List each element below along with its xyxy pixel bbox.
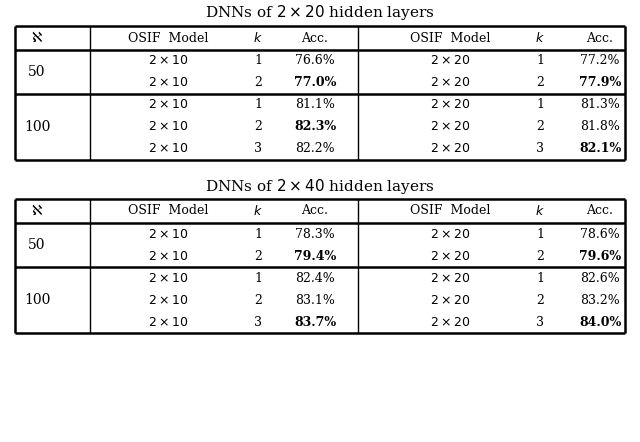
Text: 1: 1 bbox=[536, 54, 544, 68]
Text: 50: 50 bbox=[28, 65, 45, 79]
Text: 3: 3 bbox=[254, 142, 262, 156]
Text: $2 \times 20$: $2 \times 20$ bbox=[430, 54, 470, 68]
Text: OSIF  Model: OSIF Model bbox=[128, 205, 208, 217]
Text: 3: 3 bbox=[536, 142, 544, 156]
Text: 1: 1 bbox=[536, 228, 544, 240]
Text: DNNs of $2 \times 40$ hidden layers: DNNs of $2 \times 40$ hidden layers bbox=[205, 176, 435, 195]
Text: 77.9%: 77.9% bbox=[579, 76, 621, 89]
Text: 1: 1 bbox=[254, 99, 262, 111]
Text: 82.2%: 82.2% bbox=[295, 142, 335, 156]
Text: 2: 2 bbox=[536, 293, 544, 306]
Text: 2: 2 bbox=[536, 249, 544, 263]
Text: $2 \times 10$: $2 \times 10$ bbox=[148, 76, 188, 89]
Text: Acc.: Acc. bbox=[301, 31, 328, 45]
Text: 83.2%: 83.2% bbox=[580, 293, 620, 306]
Text: 76.6%: 76.6% bbox=[295, 54, 335, 68]
Text: 1: 1 bbox=[254, 228, 262, 240]
Text: 1: 1 bbox=[536, 271, 544, 285]
Text: $k$: $k$ bbox=[253, 31, 263, 45]
Text: 3: 3 bbox=[254, 316, 262, 328]
Text: 81.1%: 81.1% bbox=[295, 99, 335, 111]
Text: 100: 100 bbox=[24, 120, 50, 134]
Text: $2 \times 20$: $2 \times 20$ bbox=[430, 121, 470, 133]
Text: 82.3%: 82.3% bbox=[294, 121, 336, 133]
Text: 2: 2 bbox=[254, 121, 262, 133]
Text: $2 \times 10$: $2 \times 10$ bbox=[148, 271, 188, 285]
Text: OSIF  Model: OSIF Model bbox=[410, 31, 490, 45]
Text: 84.0%: 84.0% bbox=[579, 316, 621, 328]
Text: $2 \times 10$: $2 \times 10$ bbox=[148, 249, 188, 263]
Text: $2 \times 10$: $2 \times 10$ bbox=[148, 142, 188, 156]
Text: 1: 1 bbox=[254, 54, 262, 68]
Text: 2: 2 bbox=[254, 293, 262, 306]
Text: $k$: $k$ bbox=[535, 204, 545, 218]
Text: 77.0%: 77.0% bbox=[294, 76, 336, 89]
Text: $k$: $k$ bbox=[253, 204, 263, 218]
Text: 83.7%: 83.7% bbox=[294, 316, 336, 328]
Text: 83.1%: 83.1% bbox=[295, 293, 335, 306]
Text: $2 \times 10$: $2 \times 10$ bbox=[148, 99, 188, 111]
Text: 78.6%: 78.6% bbox=[580, 228, 620, 240]
Text: $2 \times 20$: $2 \times 20$ bbox=[430, 249, 470, 263]
Text: $k$: $k$ bbox=[535, 31, 545, 45]
Text: $2 \times 10$: $2 \times 10$ bbox=[148, 293, 188, 306]
Text: 50: 50 bbox=[28, 238, 45, 252]
Text: $2 \times 20$: $2 \times 20$ bbox=[430, 76, 470, 89]
Text: OSIF  Model: OSIF Model bbox=[410, 205, 490, 217]
Text: $2 \times 20$: $2 \times 20$ bbox=[430, 271, 470, 285]
Text: $2 \times 20$: $2 \times 20$ bbox=[430, 228, 470, 240]
Text: $2 \times 10$: $2 \times 10$ bbox=[148, 54, 188, 68]
Text: 3: 3 bbox=[536, 316, 544, 328]
Text: $\aleph$: $\aleph$ bbox=[31, 204, 43, 218]
Text: Acc.: Acc. bbox=[301, 205, 328, 217]
Text: 100: 100 bbox=[24, 293, 50, 307]
Text: 82.1%: 82.1% bbox=[579, 142, 621, 156]
Text: $\aleph$: $\aleph$ bbox=[31, 31, 43, 45]
Text: 78.3%: 78.3% bbox=[295, 228, 335, 240]
Text: 79.4%: 79.4% bbox=[294, 249, 336, 263]
Text: 1: 1 bbox=[536, 99, 544, 111]
Text: $2 \times 20$: $2 \times 20$ bbox=[430, 142, 470, 156]
Text: 1: 1 bbox=[254, 271, 262, 285]
Text: DNNs of $2 \times 20$ hidden layers: DNNs of $2 \times 20$ hidden layers bbox=[205, 3, 435, 22]
Text: $2 \times 10$: $2 \times 10$ bbox=[148, 121, 188, 133]
Text: $2 \times 10$: $2 \times 10$ bbox=[148, 228, 188, 240]
Text: $2 \times 20$: $2 \times 20$ bbox=[430, 293, 470, 306]
Text: 2: 2 bbox=[536, 121, 544, 133]
Text: 82.4%: 82.4% bbox=[295, 271, 335, 285]
Text: 2: 2 bbox=[254, 76, 262, 89]
Text: $2 \times 20$: $2 \times 20$ bbox=[430, 99, 470, 111]
Text: 77.2%: 77.2% bbox=[580, 54, 620, 68]
Text: 2: 2 bbox=[536, 76, 544, 89]
Text: OSIF  Model: OSIF Model bbox=[128, 31, 208, 45]
Text: 79.6%: 79.6% bbox=[579, 249, 621, 263]
Text: 82.6%: 82.6% bbox=[580, 271, 620, 285]
Text: 81.3%: 81.3% bbox=[580, 99, 620, 111]
Text: 81.8%: 81.8% bbox=[580, 121, 620, 133]
Text: 2: 2 bbox=[254, 249, 262, 263]
Text: Acc.: Acc. bbox=[587, 31, 613, 45]
Text: $2 \times 10$: $2 \times 10$ bbox=[148, 316, 188, 328]
Text: Acc.: Acc. bbox=[587, 205, 613, 217]
Text: $2 \times 20$: $2 \times 20$ bbox=[430, 316, 470, 328]
